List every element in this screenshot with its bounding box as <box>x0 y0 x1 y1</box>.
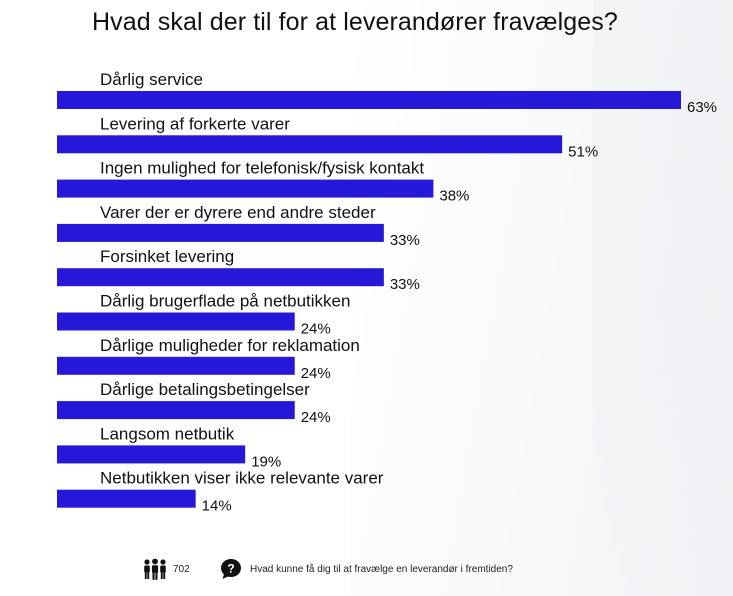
bar <box>57 489 196 508</box>
category-label: Netbutikken viser ikke relevante varer <box>100 469 384 488</box>
bar <box>57 223 384 242</box>
category-label: Dårlig brugerflade på netbutikken <box>100 292 350 311</box>
bar-chart: Dårlig service 63% Levering af forkerte va… <box>57 70 717 515</box>
bar <box>57 91 681 109</box>
value-label: 51% <box>568 143 598 160</box>
category-label: Forsinket levering <box>100 247 234 266</box>
svg-text:?: ? <box>227 562 234 576</box>
category-label: Varer der er dyrere end andre steder <box>100 203 376 222</box>
value-label: 24% <box>301 365 331 382</box>
value-label: 24% <box>301 409 331 426</box>
survey-question: ? Hvad kunne få dig til at fravælge en l… <box>220 556 513 582</box>
value-label: 63% <box>687 99 717 116</box>
question-bubble-icon: ? <box>221 559 241 579</box>
bar <box>57 312 295 331</box>
value-label: 19% <box>251 453 281 470</box>
value-label: 33% <box>390 276 420 293</box>
people-icon <box>144 558 166 580</box>
chart-title: Hvad skal der til for at leverandører fr… <box>92 8 618 36</box>
bar <box>57 401 295 420</box>
bar <box>57 268 384 287</box>
bar <box>57 135 563 154</box>
respondents-count: 702 <box>143 556 190 582</box>
bar <box>57 179 434 198</box>
category-label: Ingen mulighed for telefonisk/fysisk kon… <box>100 159 424 178</box>
category-label: Dårlig service <box>100 70 203 89</box>
value-label: 33% <box>390 232 420 249</box>
category-label: Dårlige muligheder for reklamation <box>100 336 360 355</box>
category-label: Langsom netbutik <box>100 424 235 443</box>
respondents-label: 702 <box>173 563 190 575</box>
bar <box>57 356 295 375</box>
bar <box>57 445 246 464</box>
value-label: 14% <box>202 498 232 515</box>
category-label: Levering af forkerte varer <box>100 114 290 133</box>
value-label: 38% <box>439 188 469 205</box>
value-label: 24% <box>301 321 331 338</box>
category-label: Dårlige betalingsbetingelser <box>100 380 310 399</box>
question-label: Hvad kunne få dig til at fravælge en lev… <box>250 563 513 575</box>
